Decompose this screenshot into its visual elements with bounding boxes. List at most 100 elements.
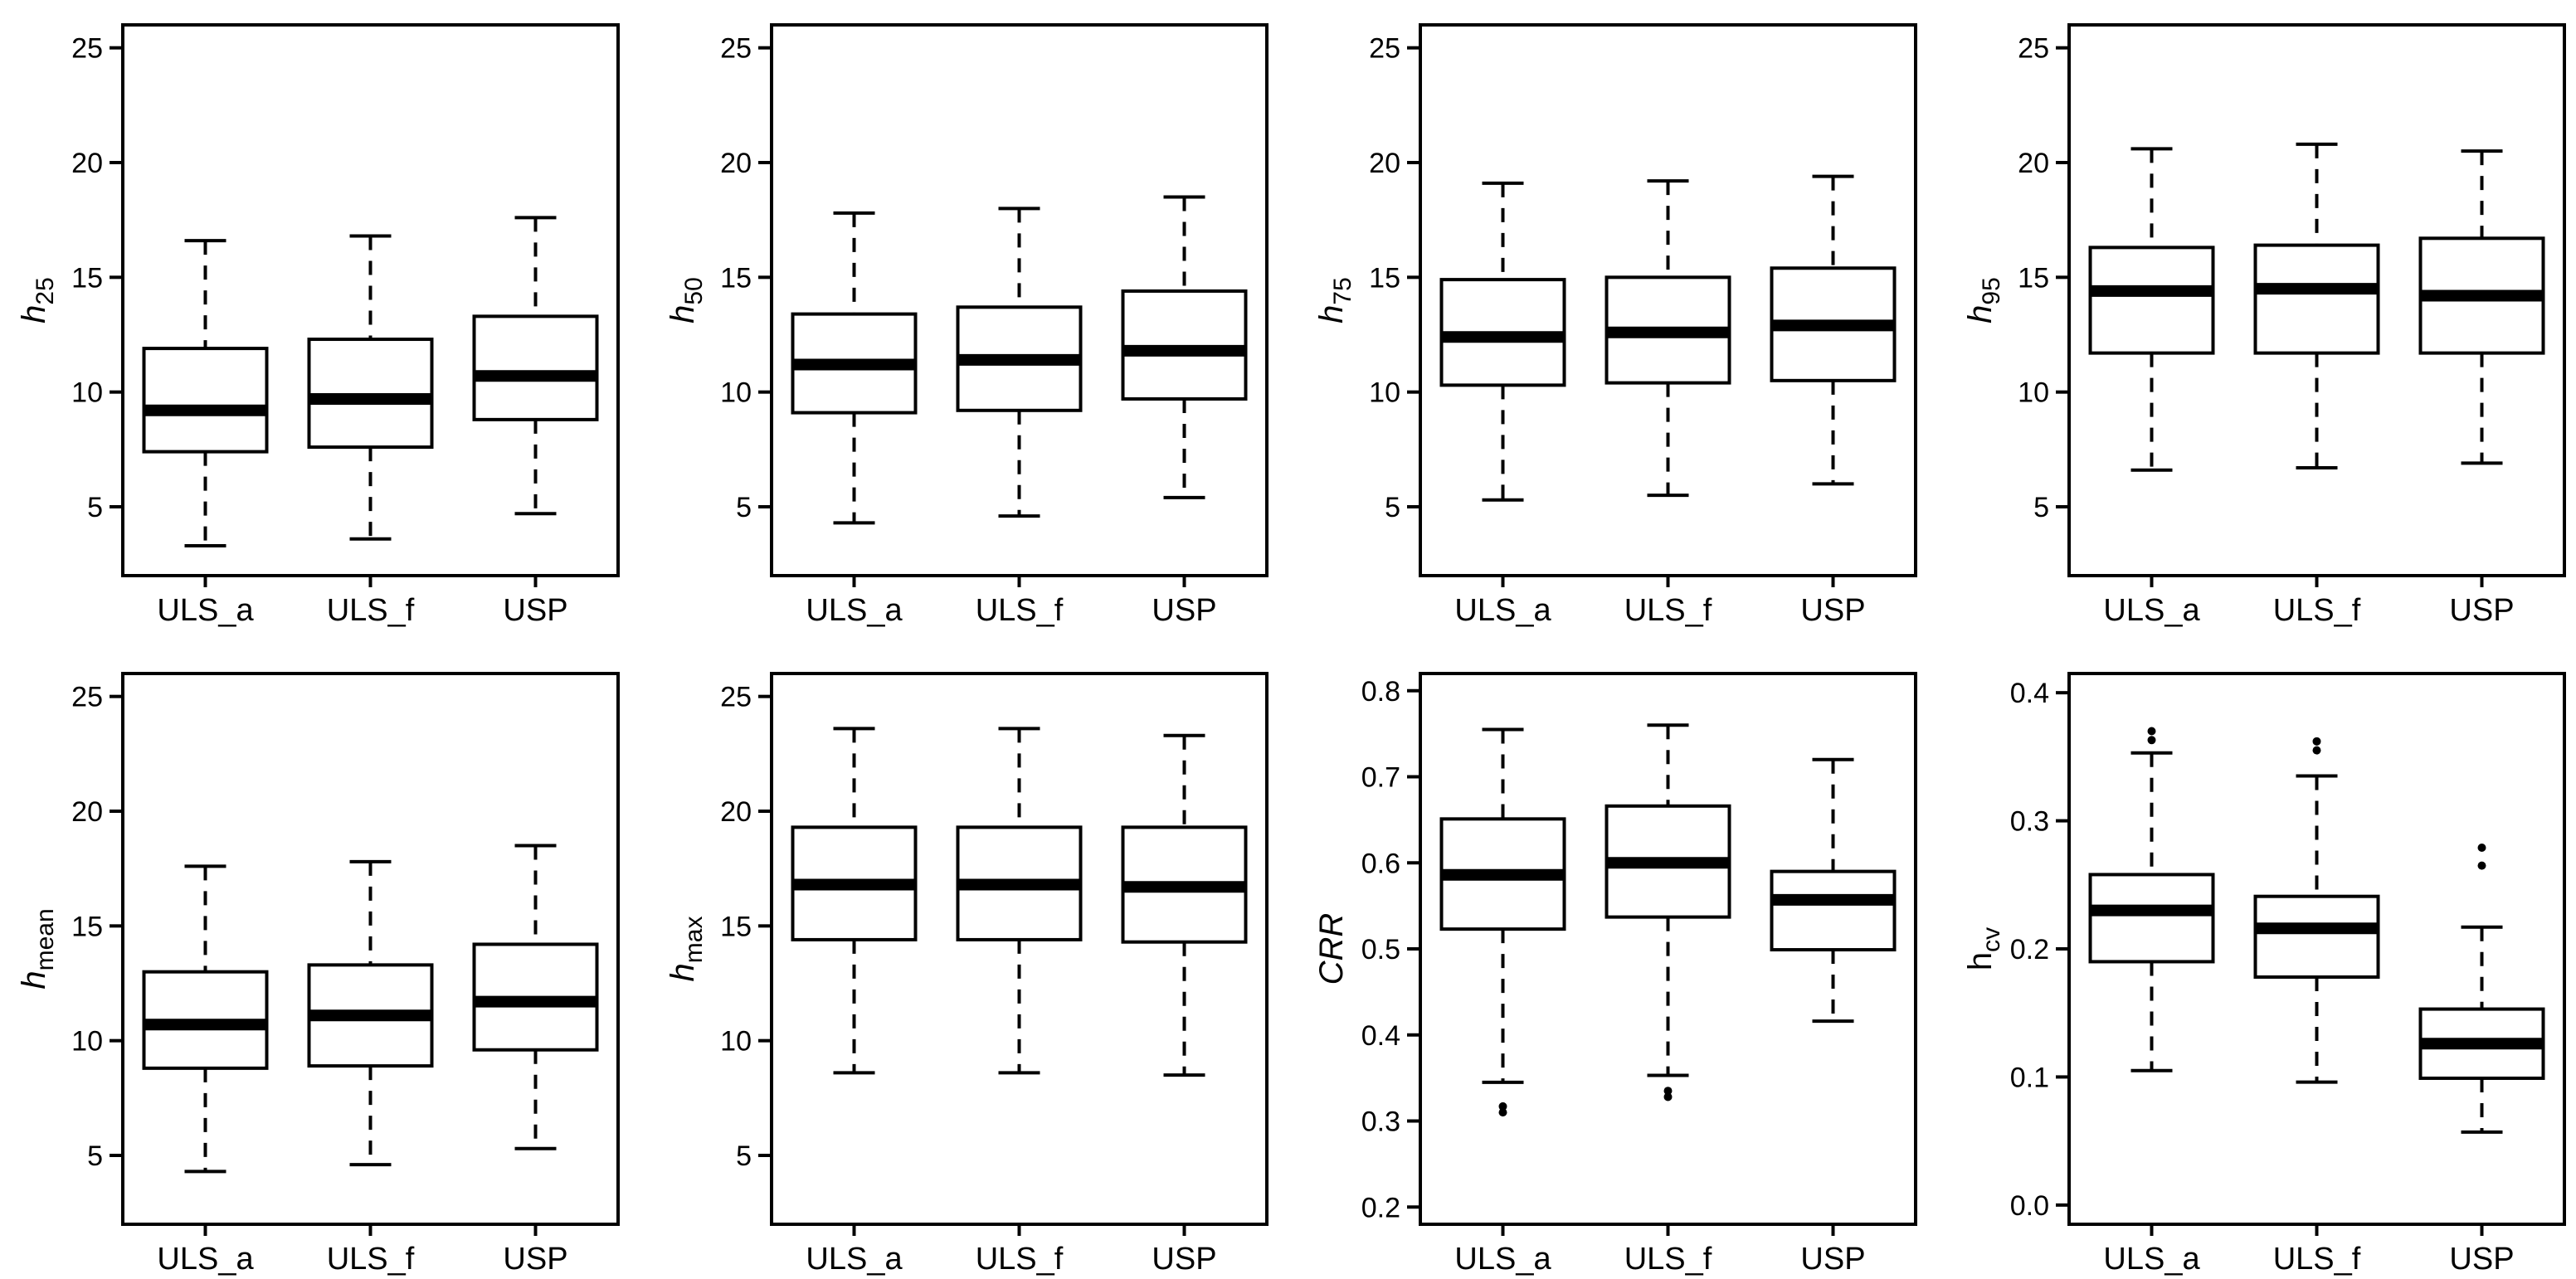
y-tick-label: 5 bbox=[87, 1140, 103, 1172]
x-tick-label: ULS_f bbox=[976, 593, 1064, 628]
box-USP bbox=[2418, 149, 2545, 465]
outlier-point bbox=[1663, 1092, 1673, 1101]
boxplot-panel-5: 5 10 15 20 25 ULS_a ULS_f USP hmean bbox=[16, 672, 620, 1277]
box-ULS_f bbox=[307, 234, 434, 541]
outlier-point bbox=[2477, 861, 2486, 870]
y-tick-label: 10 bbox=[71, 1026, 103, 1058]
y-tick-label: 20 bbox=[2018, 148, 2049, 179]
y-tick-label: 5 bbox=[736, 492, 752, 523]
box-USP bbox=[1770, 174, 1897, 486]
y-tick-label: 15 bbox=[720, 911, 752, 942]
box-ULS_a bbox=[142, 864, 269, 1174]
box-ULS_a bbox=[1439, 727, 1566, 1117]
y-tick-label: 15 bbox=[1369, 262, 1400, 294]
y-axis-label-subscript: 75 bbox=[1329, 277, 1356, 304]
y-axis-label: h75 bbox=[1313, 277, 1356, 323]
y-axis-label: hmean bbox=[16, 908, 59, 989]
outlier-point bbox=[2312, 737, 2321, 746]
interquartile-box bbox=[472, 314, 599, 421]
box-ULS_f bbox=[2253, 737, 2380, 1084]
y-tick-label: 0.1 bbox=[2010, 1062, 2049, 1093]
y-tick-label: 0.0 bbox=[2010, 1190, 2049, 1222]
y-tick-label: 20 bbox=[720, 148, 752, 179]
y-axis-label: hcv bbox=[1962, 927, 2005, 970]
box-USP bbox=[2418, 844, 2545, 1134]
interquartile-box bbox=[2253, 243, 2380, 355]
y-axis-label-subscript: 25 bbox=[32, 277, 59, 304]
outlier-point bbox=[1663, 1087, 1673, 1096]
x-tick-label: USP bbox=[1152, 1242, 1216, 1277]
y-tick-label: 25 bbox=[1369, 33, 1400, 65]
y-tick-label: 25 bbox=[2018, 33, 2049, 65]
box-ULS_a bbox=[2088, 147, 2215, 472]
box-ULS_f bbox=[1605, 723, 1731, 1101]
box-USP bbox=[472, 844, 599, 1150]
y-axis-label-base: h bbox=[1962, 305, 1999, 323]
y-axis-label-base: CRR bbox=[1313, 913, 1350, 985]
outlier-point bbox=[1498, 1108, 1507, 1117]
x-tick-label: ULS_f bbox=[976, 1242, 1064, 1277]
y-tick-label: 5 bbox=[2033, 492, 2049, 523]
y-tick-label: 0.3 bbox=[2010, 806, 2049, 838]
box-USP bbox=[1770, 757, 1897, 1024]
x-tick-label: USP bbox=[1152, 593, 1216, 628]
x-tick-label: ULS_f bbox=[327, 593, 415, 628]
y-tick-label: 10 bbox=[71, 377, 103, 409]
boxplot-panel-7: 0.2 0.3 0.4 0.5 0.6 0.7 0.8 ULS_a ULS_f USP CRR bbox=[1313, 672, 1917, 1277]
y-axis-label-base: h bbox=[16, 970, 52, 989]
interquartile-box bbox=[2088, 873, 2215, 964]
y-tick-label: 0.7 bbox=[1361, 762, 1400, 794]
y-tick-label: 5 bbox=[1385, 492, 1400, 523]
y-tick-label: 15 bbox=[71, 262, 103, 294]
x-tick-label: ULS_a bbox=[157, 593, 254, 628]
x-tick-label: ULS_a bbox=[157, 1242, 254, 1277]
outlier-point bbox=[2477, 844, 2486, 853]
y-axis-label: hmax bbox=[665, 917, 708, 982]
x-tick-label: ULS_a bbox=[806, 593, 903, 628]
outlier-point bbox=[2147, 736, 2156, 745]
box-ULS_a bbox=[1439, 181, 1566, 502]
boxplot-panel-8: 0.0 0.1 0.2 0.3 0.4 ULS_a ULS_f USP hcv bbox=[1962, 672, 2566, 1277]
outlier-point bbox=[2312, 746, 2321, 755]
box-ULS_f bbox=[956, 207, 1083, 518]
box-ULS_f bbox=[956, 727, 1083, 1075]
y-tick-label: 25 bbox=[720, 33, 752, 65]
y-tick-label: 0.8 bbox=[1361, 676, 1400, 708]
y-tick-label: 15 bbox=[71, 911, 103, 942]
y-axis-label: h95 bbox=[1962, 277, 2005, 323]
box-ULS_a bbox=[2088, 727, 2215, 1072]
box-ULS_a bbox=[142, 239, 269, 548]
box-ULS_a bbox=[791, 727, 918, 1075]
x-tick-label: ULS_a bbox=[806, 1242, 903, 1277]
y-tick-label: 10 bbox=[2018, 377, 2049, 409]
plot-frame bbox=[121, 23, 620, 577]
boxplot-panel-3: 5 10 15 20 25 ULS_a ULS_f USP h75 bbox=[1313, 23, 1917, 628]
y-tick-label: 0.3 bbox=[1361, 1106, 1400, 1138]
y-tick-label: 0.5 bbox=[1361, 934, 1400, 965]
y-tick-label: 25 bbox=[71, 33, 103, 65]
x-tick-label: USP bbox=[1800, 593, 1865, 628]
y-tick-label: 0.6 bbox=[1361, 848, 1400, 879]
x-tick-label: ULS_f bbox=[2273, 1242, 2361, 1277]
interquartile-box bbox=[1770, 869, 1897, 952]
y-tick-label: 20 bbox=[720, 796, 752, 828]
box-ULS_f bbox=[1605, 179, 1731, 498]
y-tick-label: 0.2 bbox=[1361, 1192, 1400, 1223]
box-USP bbox=[472, 216, 599, 516]
y-tick-label: 15 bbox=[2018, 262, 2049, 294]
y-tick-label: 0.4 bbox=[1361, 1020, 1400, 1052]
x-tick-label: ULS_f bbox=[327, 1242, 415, 1277]
y-tick-label: 15 bbox=[720, 262, 752, 294]
y-tick-label: 25 bbox=[720, 682, 752, 713]
y-tick-label: 5 bbox=[736, 1140, 752, 1172]
box-USP bbox=[1121, 195, 1248, 499]
y-axis-label: h25 bbox=[16, 277, 59, 323]
x-tick-label: ULS_a bbox=[2103, 1242, 2200, 1277]
x-tick-label: ULS_a bbox=[1454, 593, 1551, 628]
y-axis-label-subscript: mean bbox=[32, 908, 59, 970]
y-axis-label-base: h bbox=[665, 963, 701, 981]
x-tick-label: USP bbox=[1800, 1242, 1865, 1277]
y-axis-label-base: h bbox=[665, 305, 701, 323]
